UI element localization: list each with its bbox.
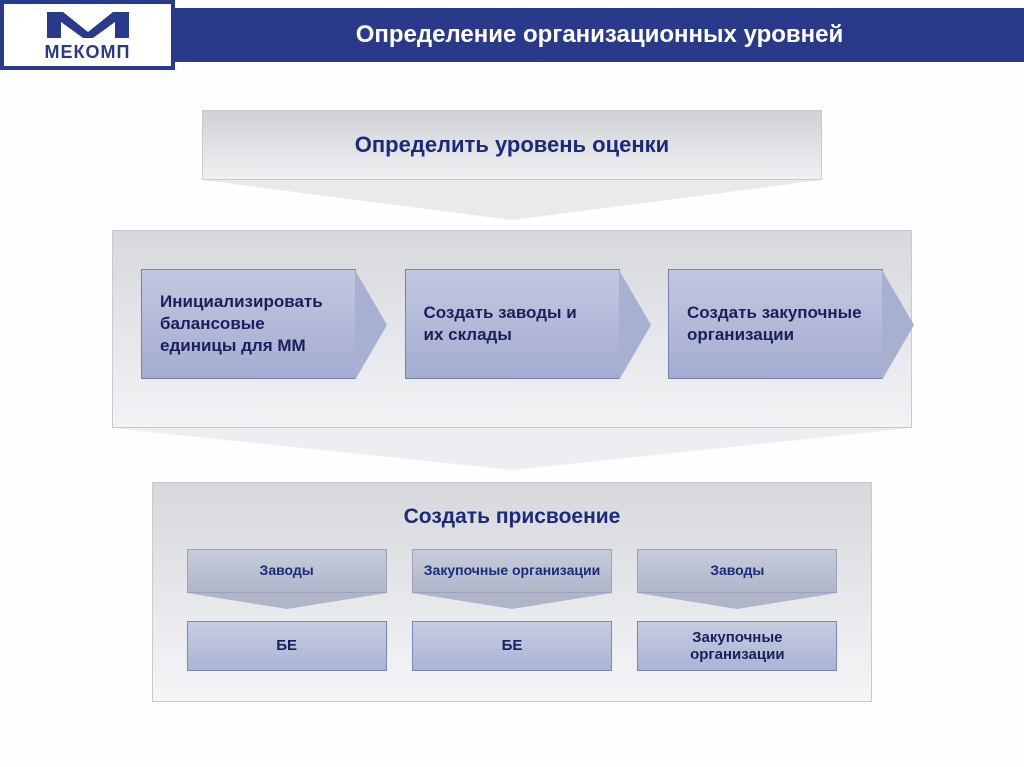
step-box-1: Инициализировать балансовые единицы для … — [141, 269, 356, 379]
step-label: Создать закупочные организации — [687, 302, 864, 346]
page-title: Определение организационных уровней — [356, 21, 844, 49]
small-box-label: БЕ — [187, 621, 387, 671]
top-arrow-box: Определить уровень оценки — [202, 110, 822, 220]
logo-text: МЕКОМП — [45, 42, 131, 63]
small-arrow-label: Заводы — [187, 549, 387, 593]
step-label: Создать заводы и их склады — [424, 302, 601, 346]
middle-container: Инициализировать балансовые единицы для … — [112, 230, 912, 470]
step-label: Инициализировать балансовые единицы для … — [160, 291, 337, 357]
bottom-container: Создать присвоение Заводы БЕ Закупочные … — [152, 482, 872, 702]
top-label: Определить уровень оценки — [355, 132, 669, 158]
right-arrow-icon — [355, 270, 387, 380]
header: МЕКОМП Определение организационных уровн… — [0, 0, 1024, 70]
bottom-grid: Заводы БЕ Закупочные организации БЕ Заво… — [183, 549, 841, 671]
bottom-col-3: Заводы Закупочные организации — [634, 549, 841, 671]
small-arrow-wrap: Закупочные организации — [412, 549, 612, 609]
small-arrow-wrap: Заводы — [187, 549, 387, 609]
small-box-label: Закупочные организации — [637, 621, 837, 671]
bottom-title: Создать присвоение — [183, 505, 841, 529]
logo-box: МЕКОМП — [0, 0, 175, 70]
down-arrow-icon — [187, 593, 387, 609]
step-box-2: Создать заводы и их склады — [405, 269, 620, 379]
content: Определить уровень оценки Инициализирова… — [0, 70, 1024, 702]
small-arrow-wrap: Заводы — [637, 549, 837, 609]
right-arrow-icon — [882, 270, 914, 380]
small-arrow-label: Закупочные организации — [412, 549, 612, 593]
bottom-col-1: Заводы БЕ — [183, 549, 390, 671]
down-arrow-icon — [637, 593, 837, 609]
title-bar: Определение организационных уровней — [175, 8, 1024, 62]
top-arrow-rect: Определить уровень оценки — [202, 110, 822, 180]
down-arrow-icon — [112, 428, 912, 470]
right-arrow-icon — [619, 270, 651, 380]
small-arrow-label: Заводы — [637, 549, 837, 593]
small-box-label: БЕ — [412, 621, 612, 671]
bottom-col-2: Закупочные организации БЕ — [408, 549, 615, 671]
steps-row: Инициализировать балансовые единицы для … — [112, 230, 912, 428]
down-arrow-icon — [202, 180, 822, 220]
logo-m-icon — [43, 8, 133, 40]
down-arrow-icon — [412, 593, 612, 609]
step-box-3: Создать закупочные организации — [668, 269, 883, 379]
